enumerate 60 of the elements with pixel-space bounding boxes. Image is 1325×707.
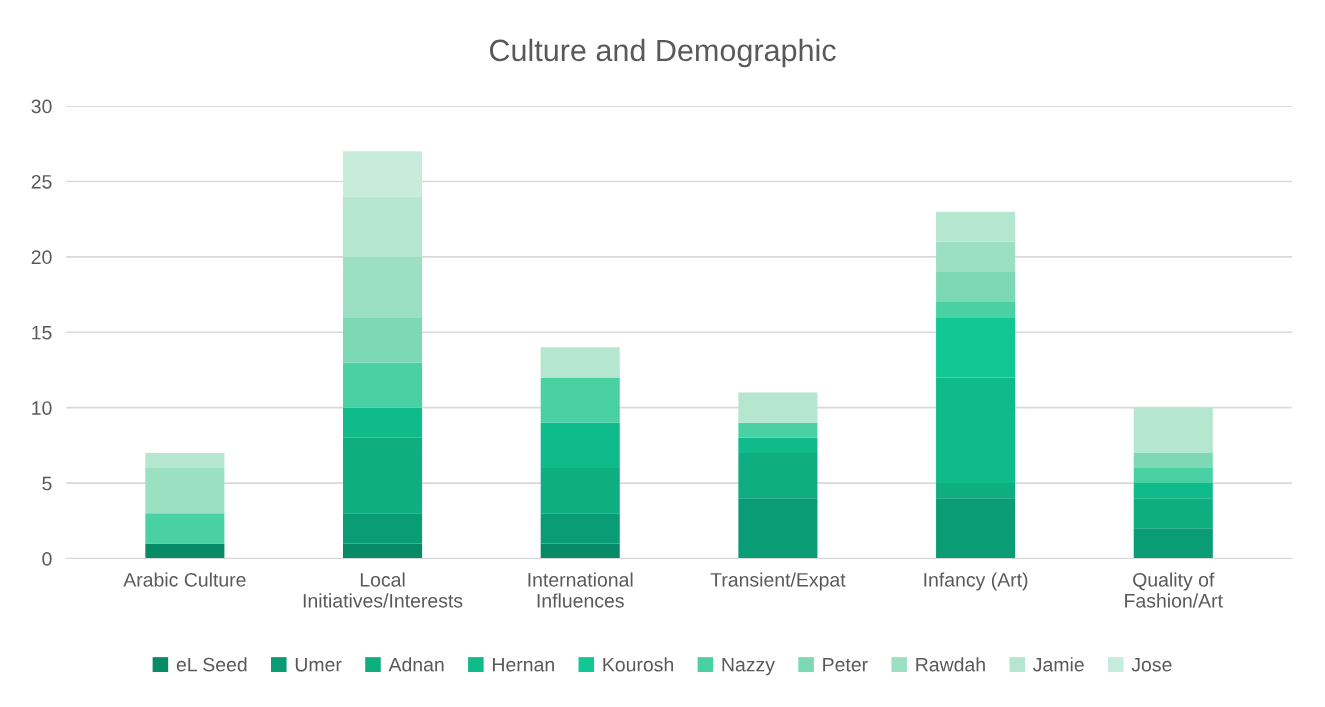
bar xyxy=(738,498,818,559)
y-tick-label: 0 xyxy=(42,552,52,566)
x-tick-label: Quality of Fashion/Art xyxy=(1125,572,1223,608)
bar xyxy=(738,392,818,423)
bar xyxy=(936,498,1016,559)
x-tick-label: International Influences xyxy=(528,572,633,608)
bar xyxy=(936,483,1016,499)
bar xyxy=(343,196,423,257)
bar xyxy=(540,468,620,514)
bar xyxy=(1133,407,1213,453)
bar xyxy=(343,513,423,544)
x-tick-label: Local Initiatives/Interests xyxy=(303,572,463,608)
y-tick-label: 15 xyxy=(32,325,52,340)
x-tick-label: Transient/Expat xyxy=(710,572,846,591)
legend-label: eL Seed xyxy=(176,657,247,672)
bar xyxy=(738,437,818,453)
bar xyxy=(145,468,225,514)
x-tick-label: Infancy (Art) xyxy=(924,572,1028,591)
bar xyxy=(936,241,1016,272)
bar xyxy=(936,271,1016,303)
y-tick-label: 10 xyxy=(32,401,52,415)
bar xyxy=(738,422,818,438)
legend-label: Rawdah xyxy=(916,657,985,672)
legend-label: Kourosh xyxy=(603,657,674,672)
chart-title: Culture and Demographic xyxy=(489,38,836,68)
y-tick-label: 20 xyxy=(31,250,52,265)
legend-label: Jamie xyxy=(1033,657,1084,672)
bar xyxy=(1133,452,1213,469)
bar xyxy=(343,437,423,514)
legend-label: Peter xyxy=(823,657,868,672)
bar xyxy=(540,422,620,469)
y-tick-label: 25 xyxy=(31,174,52,189)
bar xyxy=(540,347,620,378)
bar xyxy=(1133,483,1213,499)
bar xyxy=(540,543,620,559)
bar xyxy=(343,317,423,363)
bar xyxy=(343,256,423,318)
bar xyxy=(1133,468,1213,484)
bar xyxy=(1133,498,1213,529)
bar xyxy=(145,513,225,544)
bar xyxy=(540,513,620,544)
bar xyxy=(343,362,423,408)
bar xyxy=(343,543,423,559)
bar xyxy=(1133,528,1213,559)
legend-label: Umer xyxy=(295,657,342,672)
legend-label: Adnan xyxy=(388,657,444,672)
bar xyxy=(738,452,818,499)
x-tick-label: Arabic Culture xyxy=(123,572,246,587)
bar xyxy=(145,543,225,559)
bar xyxy=(343,151,423,197)
bar xyxy=(540,377,620,423)
bar xyxy=(936,302,1016,318)
bar xyxy=(145,452,225,469)
bar xyxy=(343,407,423,438)
y-tick-label: 30 xyxy=(31,99,52,114)
legend-label: Jose xyxy=(1131,657,1172,672)
legend-label: Hernan xyxy=(493,657,554,672)
bar xyxy=(936,211,1016,242)
y-tick-label: 5 xyxy=(42,476,52,491)
legend-label: Nazzy xyxy=(722,657,775,676)
